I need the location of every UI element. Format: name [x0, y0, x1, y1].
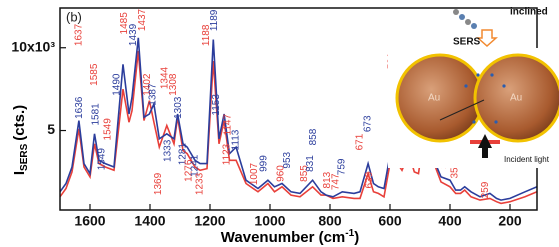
- au-label: Au: [428, 93, 440, 104]
- peak-label: 1308: [168, 73, 179, 96]
- x-tick-label: 800: [318, 213, 342, 229]
- peak-label: 1189: [209, 9, 220, 31]
- x-tick-label: 200: [498, 213, 522, 229]
- peak-label: 1369: [153, 172, 164, 195]
- peak-label: 673: [363, 115, 374, 132]
- inclined-label: inclined: [510, 7, 548, 18]
- y-tick-label: 10x10³: [11, 38, 55, 54]
- y-axis-label-unit: (cts.): [11, 105, 28, 141]
- peak-label: 1333: [163, 139, 174, 162]
- au-label: Au: [510, 93, 522, 104]
- x-tick-label: 600: [378, 213, 402, 229]
- y-tick-label: 5: [47, 121, 55, 137]
- peak-label: 1437: [137, 8, 148, 31]
- peak-label: 1581: [90, 103, 101, 126]
- sers-label: SERS: [453, 37, 481, 48]
- peak-label: 259: [480, 181, 491, 198]
- y-axis-label-sub: SERS: [19, 143, 30, 171]
- panel-label: (b): [66, 9, 82, 24]
- peak-label: 759: [337, 158, 348, 175]
- x-tick-label: 1000: [254, 213, 285, 229]
- peak-label: 953: [282, 151, 293, 168]
- peak-label: 1490: [112, 73, 123, 96]
- chart: (b) Wavenumber (cm-1) ISERS(cts.) 160014…: [0, 0, 559, 247]
- peak-label: 1585: [89, 63, 100, 86]
- peak-label: 1549: [103, 118, 114, 141]
- peak-label: 1637: [74, 23, 85, 46]
- scatter-arrow: [478, 30, 496, 46]
- x-axis-label-end: ): [354, 229, 359, 246]
- peak-label: 639: [364, 171, 375, 188]
- peak-label: 858: [308, 128, 319, 145]
- peak-label: 999: [259, 155, 270, 172]
- x-tick-label: 400: [438, 213, 462, 229]
- peak-label: 1233: [195, 172, 206, 195]
- x-axis-label-main: Wavenumber (cm: [221, 229, 345, 246]
- x-tick-label: 1600: [74, 213, 105, 229]
- peak-label: 831: [305, 155, 316, 172]
- x-tick-label: 1400: [134, 213, 165, 229]
- x-tick-label: 1200: [194, 213, 225, 229]
- molecule: [453, 9, 477, 29]
- peak-label: 1387: [148, 83, 159, 106]
- peak-label: 1113: [231, 129, 242, 150]
- peak-label: 671: [355, 133, 366, 150]
- peak-label: 747: [331, 173, 342, 190]
- peak-label: 1549: [97, 148, 108, 171]
- page: (b) Wavenumber (cm-1) ISERS(cts.) 160014…: [0, 0, 559, 247]
- inset: inclined SERS Au Au Incident light: [388, 7, 559, 168]
- peak-label: 1303: [173, 96, 184, 119]
- peak-label: 1153: [211, 94, 222, 116]
- light-label: Incident light: [504, 155, 550, 164]
- peak-label: 1636: [74, 96, 85, 119]
- x-axis-label: Wavenumber (cm-1): [221, 228, 359, 246]
- y-axis-label: ISERS(cts.): [11, 105, 30, 175]
